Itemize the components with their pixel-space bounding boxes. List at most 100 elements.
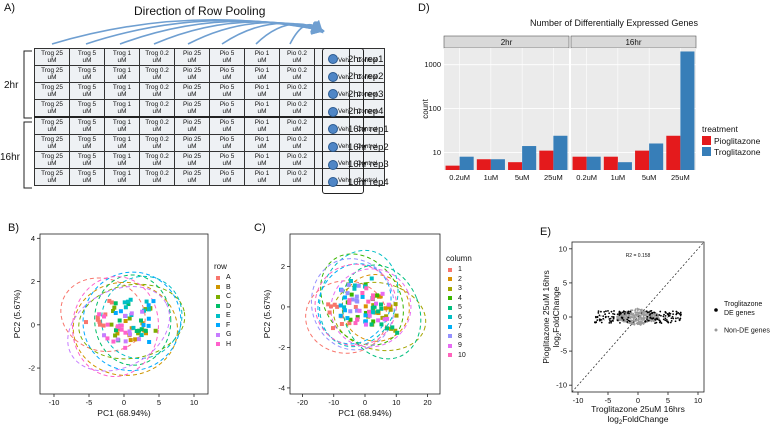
de-point (674, 320, 677, 323)
panel-e-label: E) (540, 226, 551, 238)
plate-well: Trog 5 uM (69, 99, 105, 118)
plate-well: Trog 1 uM (104, 48, 140, 66)
de-point (616, 313, 619, 316)
de-point (677, 311, 680, 314)
well-line1: Pio 5 (219, 84, 235, 91)
pca-point (349, 292, 354, 297)
plate-well: Pio 5 uM (209, 82, 245, 100)
plate-well: Pio 1 uM (244, 99, 280, 118)
well-line1: Pio 1 (254, 170, 270, 177)
well-line2: uM (47, 108, 57, 115)
de-point (602, 315, 605, 318)
pca-point (383, 306, 388, 311)
pca-point (101, 323, 106, 328)
well-line2: Control (356, 159, 378, 167)
pca-point (378, 302, 383, 307)
well-line1: Trog 25 (41, 101, 63, 108)
legend-label: 4 (458, 294, 462, 302)
pooling-arrows (51, 18, 325, 45)
non-de-point (623, 317, 625, 319)
pca-point (348, 317, 353, 322)
legend-label: Troglitazone (724, 301, 762, 308)
non-de-point (640, 309, 643, 312)
pca-point (111, 339, 116, 344)
legend-label: A (226, 274, 231, 282)
well-line1: Trog 1 (112, 50, 132, 57)
pca-point (326, 302, 331, 307)
pca-point (376, 318, 381, 323)
well-line1: Trog 25 (41, 67, 63, 74)
non-de-point (655, 316, 657, 318)
de-point (597, 310, 600, 313)
non-de-point (624, 316, 626, 318)
well-line2: Veh (337, 125, 349, 133)
well-line1: Trog 25 (41, 84, 63, 91)
pca-point (332, 302, 337, 307)
plate-well: Pio 5 uM (209, 48, 245, 66)
pca-point (395, 330, 400, 335)
pooled-sample-dot-icon (328, 106, 338, 117)
well-line2: uM (187, 108, 197, 115)
pca-point (147, 339, 152, 344)
pca-point (384, 314, 389, 319)
non-de-point (631, 323, 634, 326)
de-point (664, 319, 667, 322)
pca-point (385, 326, 390, 331)
well-line2: uM (117, 57, 127, 64)
well-line2: uM (257, 177, 267, 184)
well-line2: Control (356, 107, 378, 115)
plate-row: Trog 25 uM Trog 5 uM Trog 1 uM Trog 0.2 uM Pio 2… (34, 116, 385, 135)
non-de-point (636, 307, 639, 310)
pca-point (375, 293, 380, 298)
pca-point (380, 315, 385, 320)
non-de-point (631, 309, 634, 312)
pca-point (343, 308, 348, 313)
well-line1: Trog 5 (77, 170, 97, 177)
non-de-point (634, 320, 636, 323)
well-line2: uM (82, 177, 92, 184)
legend-label: D (226, 302, 232, 310)
well-line2: Veh (337, 73, 349, 81)
de-point (664, 317, 667, 320)
y-axis-label-fc: FoldChange (551, 286, 561, 333)
well-line1: Pio 25 (182, 84, 202, 91)
de-point (599, 318, 602, 321)
de-point (644, 320, 647, 323)
plate-well: Control (349, 151, 385, 169)
non-de-point (633, 316, 636, 319)
well-line2: uM (117, 126, 127, 133)
x-tick-label: 5 (666, 396, 670, 405)
pca-point (123, 345, 128, 350)
pca-point (360, 291, 365, 296)
facet-label: 2hr (501, 38, 513, 47)
pca-point (354, 298, 359, 303)
non-de-point (644, 312, 646, 314)
de-point (607, 310, 609, 312)
plate-well: Control (349, 82, 385, 100)
pca-point (373, 310, 378, 315)
pca-point (111, 309, 116, 314)
plate-well: Trog 1 uM (104, 82, 140, 100)
pca-point (123, 318, 128, 323)
plate-well: Trog 0.2 uM (139, 134, 175, 152)
legend-label: Non-DE genes (724, 328, 770, 335)
plate-well: Trog 5 uM (69, 82, 105, 100)
pca-point (136, 337, 141, 342)
pca-point (363, 282, 368, 287)
plate-well: Pio 5 uM (209, 134, 245, 152)
legend-label: G (226, 331, 232, 339)
non-de-point (627, 314, 630, 317)
legend-label: DE genes (724, 310, 755, 317)
column-legend-title: column (446, 254, 472, 263)
legend-swatch-icon (448, 315, 452, 320)
rep-row: 16hr rep3 (328, 158, 389, 172)
de-point (677, 317, 679, 319)
bar (617, 162, 632, 170)
well-line1: Trog 0.2 (145, 67, 169, 74)
bar (603, 156, 618, 170)
legend-swatch-icon (216, 294, 220, 299)
de-point (672, 313, 675, 316)
pca-point (378, 294, 383, 299)
y-tick-label: -5 (560, 347, 567, 356)
pca-point (139, 327, 144, 332)
